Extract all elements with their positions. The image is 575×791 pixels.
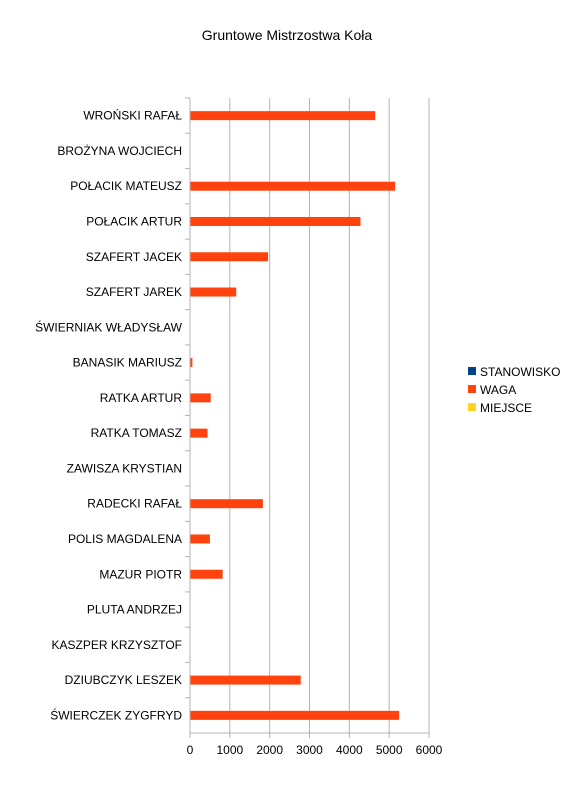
bar-waga	[190, 393, 211, 403]
x-tick-label: 0	[187, 743, 194, 757]
category-label: PLUTA ANDRZEJ	[87, 603, 182, 617]
category-label: DZIUBCZYK LESZEK	[65, 673, 182, 687]
bar-waga	[190, 287, 237, 297]
category-label: WROŃSKI RAFAŁ	[83, 108, 182, 123]
category-label: ŚWIERNIAK WŁADYSŁAW	[35, 319, 183, 334]
axes	[185, 97, 430, 738]
bar-waga	[190, 181, 396, 191]
legend-label: STANOWISKO	[480, 365, 560, 379]
bar-waga	[190, 675, 301, 685]
category-label: SZAFERT JAREK	[86, 285, 182, 299]
x-tick-label: 5000	[376, 743, 403, 757]
bar-waga	[190, 358, 193, 368]
category-label: RATKA TOMASZ	[91, 426, 182, 440]
category-label: ZAWISZA KRYSTIAN	[67, 461, 182, 475]
category-label: POŁACIK MATEUSZ	[70, 179, 182, 193]
legend: STANOWISKO WAGA MIEJSCE	[468, 365, 560, 415]
bar-waga	[190, 111, 376, 121]
x-tick-label: 6000	[416, 743, 443, 757]
legend-swatch	[468, 367, 476, 375]
category-label: POLIS MAGDALENA	[68, 532, 182, 546]
bar-waga	[190, 252, 269, 262]
legend-swatch	[468, 385, 476, 393]
category-label: RADECKI RAFAŁ	[87, 497, 182, 511]
category-label: MAZUR PIOTR	[99, 567, 182, 581]
legend-label: WAGA	[480, 383, 516, 397]
x-tick-labels: 0 1000 2000 3000 4000 5000 6000	[187, 743, 443, 757]
bar-waga	[190, 428, 208, 438]
category-labels: WROŃSKI RAFAŁ BROŻYNA WOJCIECH POŁACIK MAT…	[35, 108, 183, 723]
legend-swatch	[468, 403, 476, 411]
category-label: KASZPER KRZYSZTOF	[52, 638, 182, 652]
bar-waga	[190, 499, 263, 509]
bar-waga	[190, 569, 223, 579]
bar-waga	[190, 710, 400, 720]
category-label: RATKA ARTUR	[100, 391, 183, 405]
x-tick-label: 2000	[256, 743, 283, 757]
x-tick-label: 4000	[336, 743, 363, 757]
bar-waga	[190, 534, 210, 544]
category-label: BANASIK MARIUSZ	[73, 356, 182, 370]
legend-label: MIEJSCE	[480, 401, 532, 415]
x-tick-label: 3000	[296, 743, 323, 757]
chart-title: Gruntowe Mistrzostwa Koła	[202, 27, 373, 43]
bar-waga	[190, 216, 361, 226]
x-tick-label: 1000	[216, 743, 243, 757]
category-label: ŚWIERCZEK ZYGFRYD	[50, 707, 182, 722]
grid-lines	[229, 98, 430, 733]
bars	[190, 111, 400, 720]
category-label: SZAFERT JACEK	[86, 250, 182, 264]
category-label: POŁACIK ARTUR	[86, 214, 182, 228]
category-label: BROŻYNA WOJCIECH	[57, 144, 182, 158]
